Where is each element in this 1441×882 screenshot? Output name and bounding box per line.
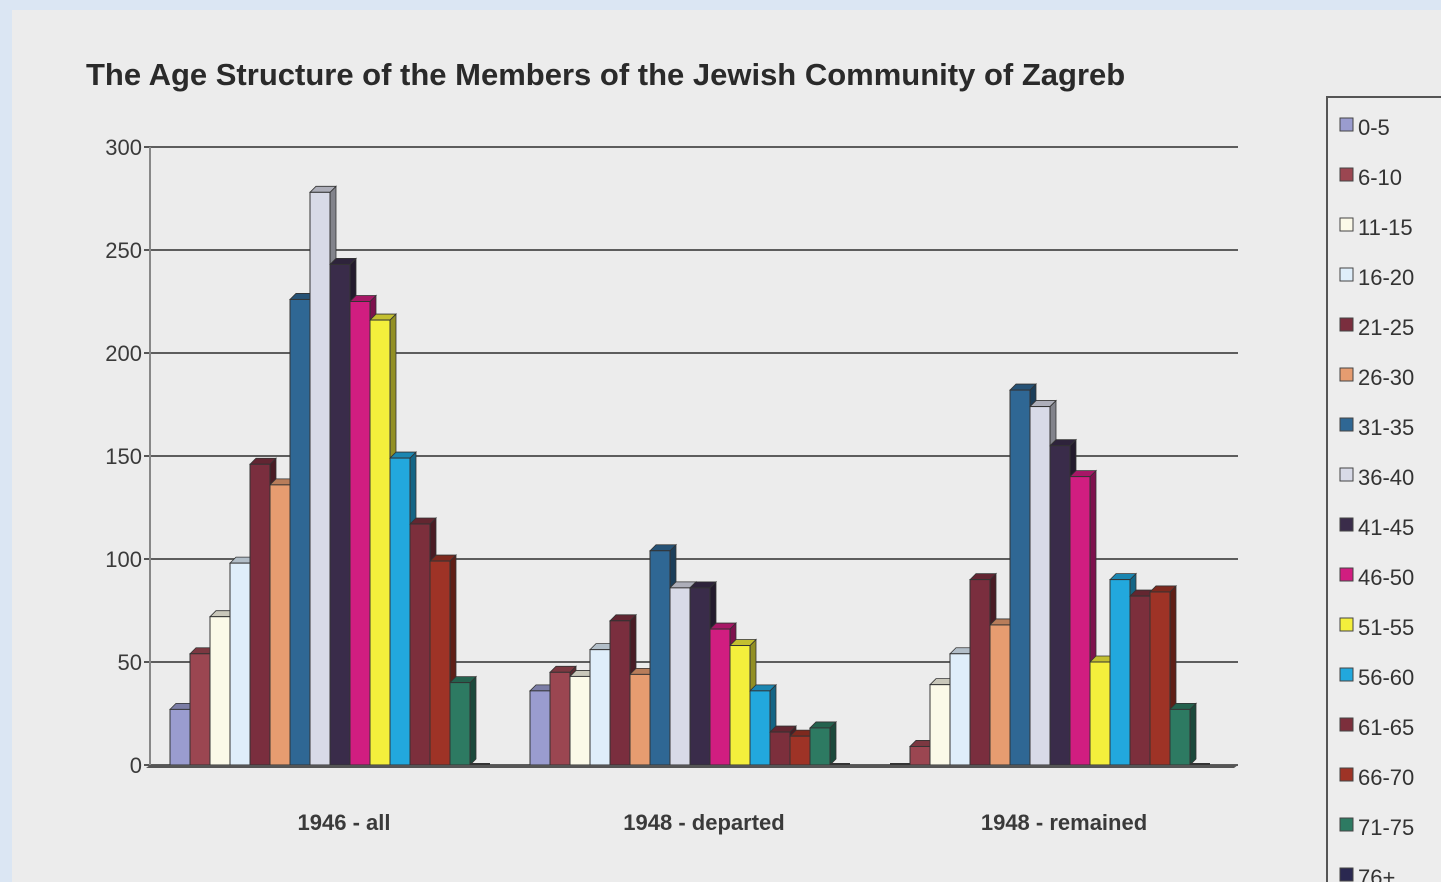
legend-item-46-50: 46-50 [1339,565,1414,590]
legend-item-26-30: 26-30 [1339,365,1414,390]
bar-71-75-1946 - all [449,675,477,766]
legend-swatch [1339,817,1354,832]
legend-swatch [1339,367,1354,382]
bars-layer [169,185,1210,766]
legend-swatch [1339,617,1354,632]
bar-0-5-1948 - remained [890,763,910,765]
chart-title: The Age Structure of the Members of the … [86,57,1125,92]
bar-76+-1948 - remained [1190,763,1210,765]
legend-swatch [1339,417,1354,432]
bar-76+-1948 - departed [830,763,850,765]
legend: 0-5 6-10 11-15 16-20 21-25 26-30 31-35 36-40 41-… [1326,96,1441,882]
bar-76+-1946 - all [470,763,490,765]
legend-item-51-55: 51-55 [1339,615,1414,640]
bar-71-75-1948 - remained [1169,702,1197,766]
legend-item-21-25: 21-25 [1339,315,1414,340]
legend-swatch [1339,717,1354,732]
plot-floor [146,765,1238,768]
legend-label: 11-15 [1358,215,1413,240]
legend-swatch [1339,867,1354,882]
legend-swatch [1339,667,1354,682]
x-category-label-1: 1948 - departed [623,810,784,835]
legend-item-31-35: 31-35 [1339,415,1414,440]
x-category-label-2: 1948 - remained [981,810,1147,835]
legend-item-66-70: 66-70 [1339,765,1414,790]
legend-item-56-60: 56-60 [1339,665,1414,690]
bar-71-75-1948 - departed [809,720,837,766]
legend-label: 61-65 [1358,715,1414,740]
legend-swatch [1339,767,1354,782]
legend-label: 56-60 [1358,665,1414,690]
axis-layer: 0 50 100 150 200 250 300 1946 - all 1948 - depar… [105,135,1238,835]
y-tick-label-50: 50 [118,650,142,675]
legend-item-71-75: 71-75 [1339,815,1414,840]
legend-label: 21-25 [1358,315,1414,340]
legend-label: 71-75 [1358,815,1414,840]
legend-item-0-5: 0-5 [1339,115,1390,140]
y-tick-label-250: 250 [105,238,142,263]
legend-swatch [1339,167,1354,182]
legend-item-36-40: 36-40 [1339,465,1414,490]
legend-label: 26-30 [1358,365,1414,390]
legend-label: 6-10 [1358,165,1402,190]
legend-swatch [1339,317,1354,332]
legend-swatch [1339,467,1354,482]
legend-box [1326,96,1441,882]
legend-item-61-65: 61-65 [1339,715,1414,740]
y-tick-label-200: 200 [105,341,142,366]
legend-swatch [1339,217,1354,232]
legend-swatch [1339,567,1354,582]
legend-label: 46-50 [1358,565,1414,590]
legend-item-6-10: 6-10 [1339,165,1402,190]
legend-label: 76+ [1358,865,1395,882]
legend-label: 51-55 [1358,615,1414,640]
legend-label: 41-45 [1358,515,1414,540]
legend-label: 36-40 [1358,465,1414,490]
legend-swatch [1339,117,1354,132]
legend-label: 0-5 [1358,115,1390,140]
legend-label: 66-70 [1358,765,1414,790]
legend-swatch [1339,517,1354,532]
y-tick-label-0: 0 [130,753,142,778]
legend-item-11-15: 11-15 [1339,215,1413,240]
x-category-label-0: 1946 - all [298,810,391,835]
legend-label: 31-35 [1358,415,1414,440]
legend-item-41-45: 41-45 [1339,515,1414,540]
legend-label: 16-20 [1358,265,1414,290]
legend-item-76+: 76+ [1339,865,1395,882]
y-tick-label-100: 100 [105,547,142,572]
legend-item-16-20: 16-20 [1339,265,1414,290]
legend-swatch [1339,267,1354,282]
y-tick-label-150: 150 [105,444,142,469]
y-tick-label-300: 300 [105,135,142,160]
